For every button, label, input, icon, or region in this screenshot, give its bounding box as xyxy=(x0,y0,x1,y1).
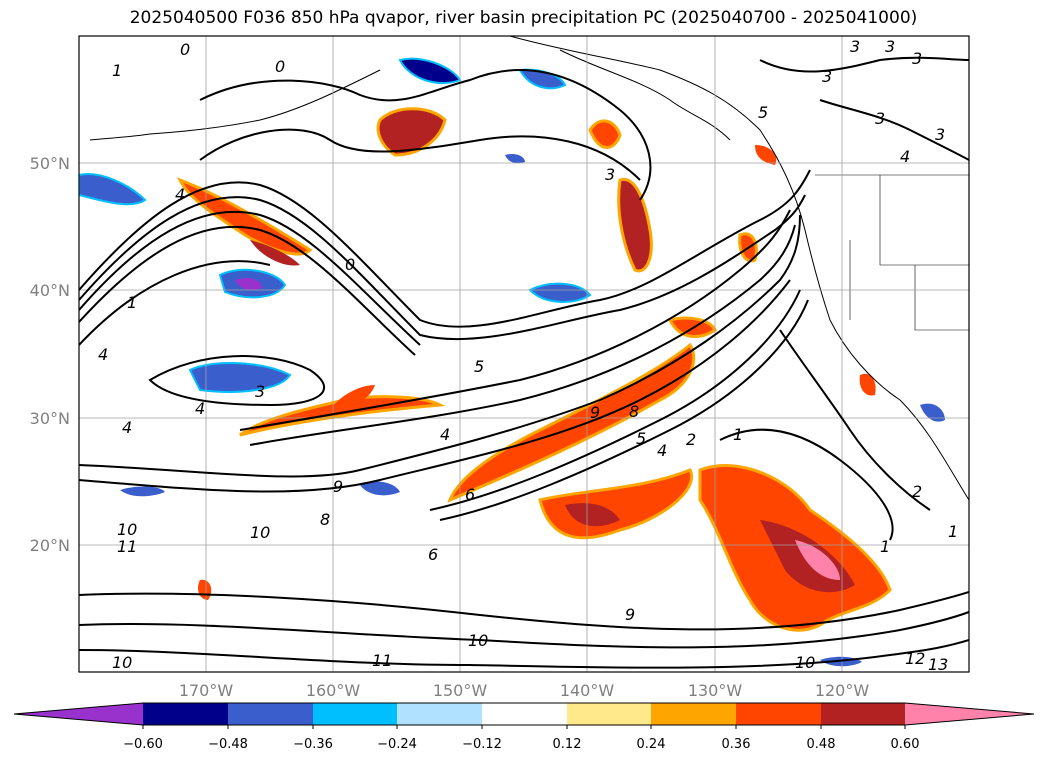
contour-label: 8 xyxy=(629,402,639,421)
contour-label: 10 xyxy=(117,520,137,539)
contour-label: 9 xyxy=(333,477,343,496)
colorbar-segment xyxy=(651,703,736,725)
colorbar-segment xyxy=(228,703,313,725)
lon-label-140w: 140°W xyxy=(560,681,615,700)
colorbar-extend-min xyxy=(14,703,143,725)
colorbar-extend-max xyxy=(905,703,1034,725)
colorbar-tick: 0.48 xyxy=(807,737,836,752)
negative-precip-shading xyxy=(79,57,945,667)
contour-label: 9 xyxy=(590,403,600,422)
contour-label: 4 xyxy=(900,147,910,166)
lon-label-120w: 120°W xyxy=(815,681,870,700)
contour-label: 5 xyxy=(758,103,768,122)
contour-labels: 1 0 0 3 5 4 4 4 1 4 0 3 4 9 8 5 4 2 1 9 … xyxy=(98,37,958,674)
contour-label: 1 xyxy=(948,522,958,541)
contour-label: 1 xyxy=(127,293,137,312)
contour-label: 3 xyxy=(875,109,885,128)
contour-label: 6 xyxy=(428,545,438,564)
colorbar-tick: −0.36 xyxy=(293,737,333,752)
colorbar-tick: −0.24 xyxy=(377,737,417,752)
contour-label: 3 xyxy=(850,37,860,56)
coastlines xyxy=(89,36,969,501)
contour-label: 1 xyxy=(880,537,890,556)
contour-label: 3 xyxy=(255,382,265,401)
lat-label-30n: 30°N xyxy=(30,409,70,428)
contour-label: 5 xyxy=(636,429,646,448)
colorbar-tick: 0.60 xyxy=(891,737,920,752)
colorbar-tick: 0.36 xyxy=(722,737,751,752)
contour-label: 13 xyxy=(928,655,948,674)
lat-label-40n: 40°N xyxy=(30,281,70,300)
contour-label: 11 xyxy=(372,651,392,670)
colorbar-segment xyxy=(821,703,905,725)
colorbar-segment xyxy=(313,703,397,725)
contour-label: 10 xyxy=(468,631,488,650)
plot-frame xyxy=(78,35,970,673)
colorbar-segment xyxy=(397,703,482,725)
contour-label: 0 xyxy=(275,57,285,76)
contour-label: 6 xyxy=(465,485,475,504)
contour-label: 4 xyxy=(122,418,132,437)
contour-label: 10 xyxy=(250,523,270,542)
contour-label: 8 xyxy=(320,510,330,529)
contour-label: 0 xyxy=(345,255,355,274)
contour-label: 4 xyxy=(657,441,667,460)
contour-label: 12 xyxy=(905,649,925,668)
contour-label: 4 xyxy=(175,185,185,204)
contour-label: 5 xyxy=(474,357,484,376)
lat-label-50n: 50°N xyxy=(30,154,70,173)
contour-label: 3 xyxy=(822,67,832,86)
contour-label: 4 xyxy=(98,345,108,364)
colorbar-tick: 0.24 xyxy=(637,737,666,752)
qvapor-contours xyxy=(79,56,969,669)
lat-labels: 50°N 40°N 30°N 20°N xyxy=(30,154,70,555)
contour-label: 9 xyxy=(625,605,635,624)
borders xyxy=(815,174,969,331)
contour-label: 10 xyxy=(795,653,815,672)
contour-label: 0 xyxy=(180,40,190,59)
contour-label: 3 xyxy=(935,125,945,144)
colorbar-tick: −0.60 xyxy=(123,737,163,752)
colorbar-segment xyxy=(736,703,821,725)
colorbar-tick: −0.48 xyxy=(208,737,248,752)
lon-label-160w: 160°W xyxy=(306,681,361,700)
colorbar-segment xyxy=(567,703,651,725)
contour-label: 2 xyxy=(686,430,696,449)
map-title: 2025040500 F036 850 hPa qvapor, river ba… xyxy=(129,8,918,28)
lon-label-150w: 150°W xyxy=(433,681,488,700)
contour-label: 11 xyxy=(117,537,137,556)
lon-labels: 170°W 160°W 150°W 140°W 130°W 120°W xyxy=(179,681,870,700)
colorbar: −0.60 −0.48 −0.36 −0.24 −0.12 0.12 0.24 … xyxy=(13,702,1035,752)
contour-label: 4 xyxy=(440,425,450,444)
colorbar-segment xyxy=(143,703,228,725)
contour-label: 3 xyxy=(912,49,922,68)
colorbar-segment xyxy=(482,703,567,725)
contour-label: 2 xyxy=(912,482,922,501)
lon-label-170w: 170°W xyxy=(179,681,234,700)
contour-label: 4 xyxy=(195,399,205,418)
lon-label-130w: 130°W xyxy=(688,681,743,700)
lat-label-20n: 20°N xyxy=(30,536,70,555)
colorbar-tick: 0.12 xyxy=(553,737,582,752)
contour-label: 3 xyxy=(885,37,895,56)
colorbar-tick: −0.12 xyxy=(462,737,502,752)
contour-label: 3 xyxy=(605,165,615,184)
contour-label: 10 xyxy=(112,653,132,672)
contour-label: 1 xyxy=(112,61,122,80)
contour-label: 1 xyxy=(733,425,743,444)
